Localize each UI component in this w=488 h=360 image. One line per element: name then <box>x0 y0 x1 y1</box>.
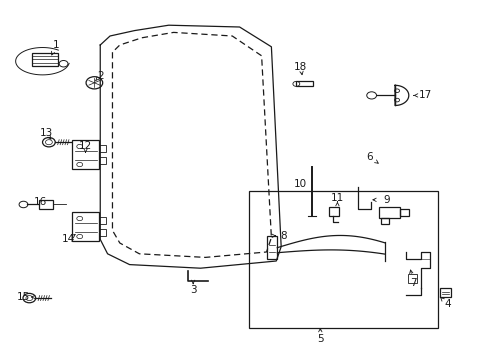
Bar <box>32 53 58 66</box>
Bar <box>72 140 99 169</box>
Text: 8: 8 <box>280 231 286 241</box>
Text: 9: 9 <box>382 195 389 205</box>
Bar <box>99 145 105 152</box>
Text: 18: 18 <box>293 62 307 72</box>
Bar <box>99 229 105 236</box>
Bar <box>399 209 408 216</box>
Text: 4: 4 <box>443 299 450 309</box>
Bar <box>39 200 53 209</box>
Text: 3: 3 <box>189 285 196 295</box>
Bar <box>99 217 105 224</box>
Text: 1: 1 <box>53 40 60 50</box>
Text: 7: 7 <box>409 278 416 288</box>
Bar <box>378 207 399 218</box>
Bar <box>266 236 277 259</box>
Bar <box>72 212 99 241</box>
Bar <box>296 81 313 86</box>
Bar <box>407 274 416 283</box>
Text: 12: 12 <box>79 141 92 151</box>
Bar <box>99 157 105 164</box>
Bar <box>381 218 388 224</box>
Text: 15: 15 <box>17 292 30 302</box>
Bar <box>328 207 339 216</box>
Text: 2: 2 <box>97 71 103 81</box>
Text: 13: 13 <box>40 128 53 138</box>
Bar <box>249 191 437 328</box>
Text: 11: 11 <box>330 193 344 203</box>
Text: 16: 16 <box>33 197 47 207</box>
Text: 5: 5 <box>316 334 323 345</box>
Text: 10: 10 <box>294 179 306 189</box>
Bar <box>439 288 450 297</box>
Text: 14: 14 <box>61 234 75 244</box>
Text: 6: 6 <box>365 152 372 162</box>
Text: 17: 17 <box>418 90 431 100</box>
